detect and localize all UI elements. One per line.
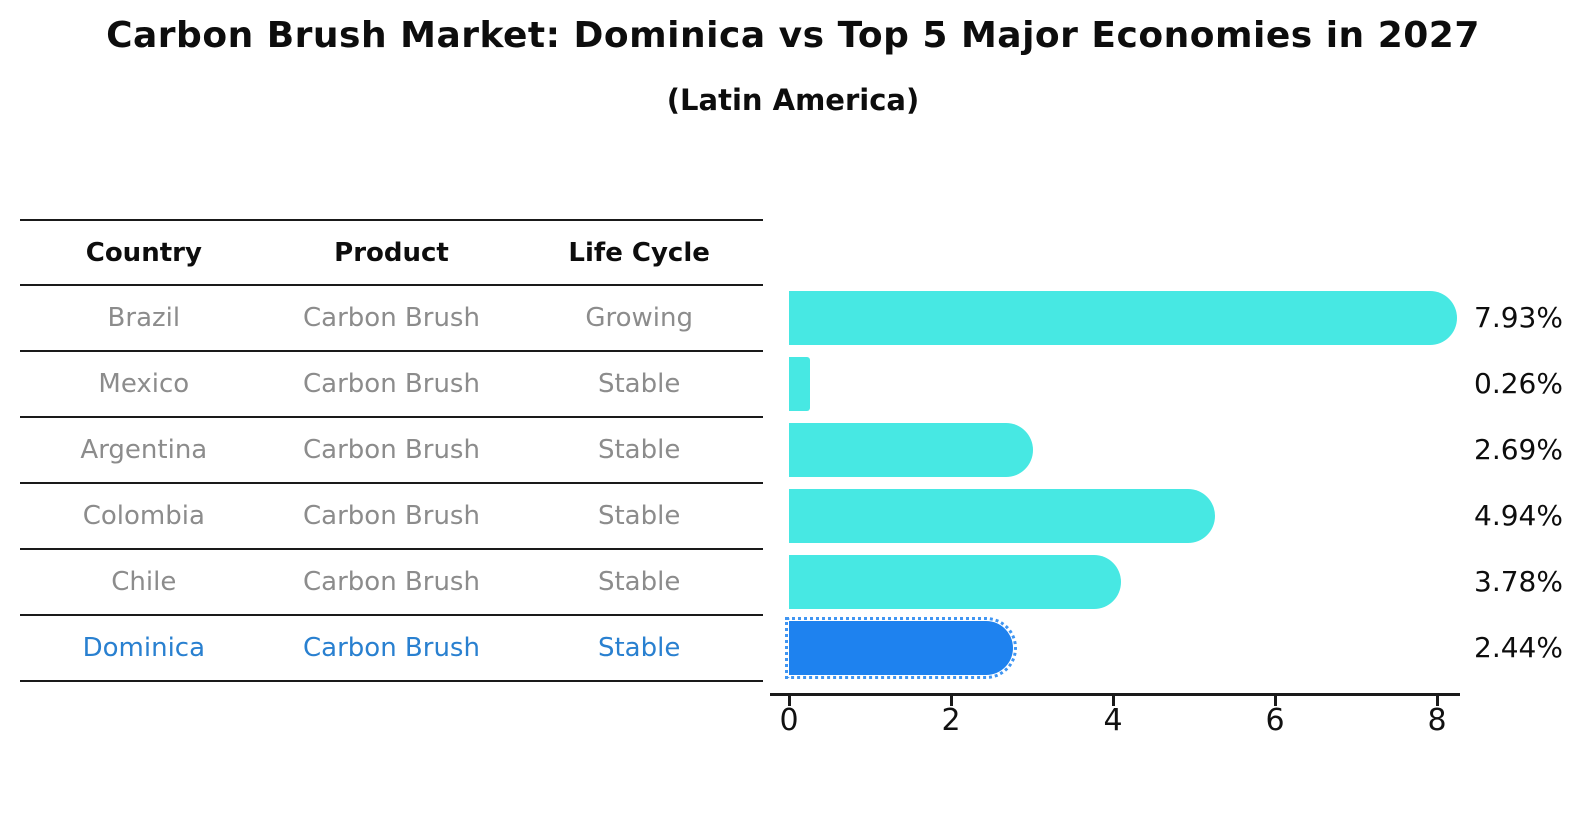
bar-dominica (785, 617, 1017, 679)
bar-brazil (789, 291, 1457, 345)
comparison-table: Country Product Life Cycle Brazil Carbon Bru… (20, 219, 763, 682)
value-label-colombia: 4.94% (1474, 499, 1563, 532)
cell-product: Carbon Brush (303, 501, 480, 531)
table-row-mexico: Mexico Carbon Brush Stable (20, 352, 763, 418)
cell-country: Argentina (80, 435, 208, 465)
value-label-dominica: 2.44% (1474, 631, 1563, 664)
table-row-chile: Chile Carbon Brush Stable (20, 550, 763, 616)
table-row-colombia: Colombia Carbon Brush Stable (20, 484, 763, 550)
cell-life-cycle: Growing (585, 303, 693, 333)
cell-life-cycle: Stable (597, 435, 681, 465)
value-label-mexico: 0.26% (1474, 367, 1563, 400)
column-header-country: Country (85, 237, 202, 268)
cell-country: Colombia (82, 501, 205, 531)
x-axis-tick-label: 2 (941, 703, 961, 738)
value-label-chile: 3.78% (1474, 565, 1563, 598)
x-axis-tick-label: 6 (1265, 703, 1285, 738)
cell-life-cycle: Stable (597, 633, 681, 663)
cell-country: Chile (111, 567, 177, 597)
cell-product: Carbon Brush (303, 633, 480, 663)
cell-country: Brazil (107, 303, 181, 333)
cell-life-cycle: Stable (597, 369, 681, 399)
x-axis-tick-label: 4 (1103, 703, 1123, 738)
cell-product: Carbon Brush (303, 369, 480, 399)
x-axis-tick (1112, 696, 1115, 706)
table-row-dominica: Dominica Carbon Brush Stable (20, 616, 763, 682)
cell-product: Carbon Brush (303, 303, 480, 333)
chart-title: Carbon Brush Market: Dominica vs Top 5 M… (106, 15, 1480, 56)
x-axis-tick (788, 696, 791, 706)
cell-life-cycle: Stable (597, 567, 681, 597)
bar-argentina (789, 423, 1033, 477)
table-row-argentina: Argentina Carbon Brush Stable (20, 418, 763, 484)
chart-subtitle: (Latin America) (666, 83, 920, 117)
x-axis-tick (950, 696, 953, 706)
column-header-life-cycle: Life Cycle (568, 237, 710, 268)
cell-life-cycle: Stable (597, 501, 681, 531)
x-axis-line (770, 693, 1460, 696)
table-row-brazil: Brazil Carbon Brush Growing (20, 286, 763, 352)
x-axis-tick-label: 0 (779, 703, 799, 738)
bar-chile (789, 555, 1121, 609)
cell-country: Mexico (98, 369, 190, 399)
table-header-row: Country Product Life Cycle (20, 221, 763, 286)
cell-product: Carbon Brush (303, 435, 480, 465)
cell-country: Dominica (82, 633, 206, 663)
value-label-argentina: 2.69% (1474, 433, 1563, 466)
value-label-brazil: 7.93% (1474, 301, 1563, 334)
x-axis-tick (1274, 696, 1277, 706)
x-axis-tick-label: 8 (1427, 703, 1447, 738)
x-axis-tick (1436, 696, 1439, 706)
bar-mexico (789, 357, 810, 411)
cell-product: Carbon Brush (303, 567, 480, 597)
bar-colombia (789, 489, 1215, 543)
column-header-product: Product (334, 237, 449, 268)
